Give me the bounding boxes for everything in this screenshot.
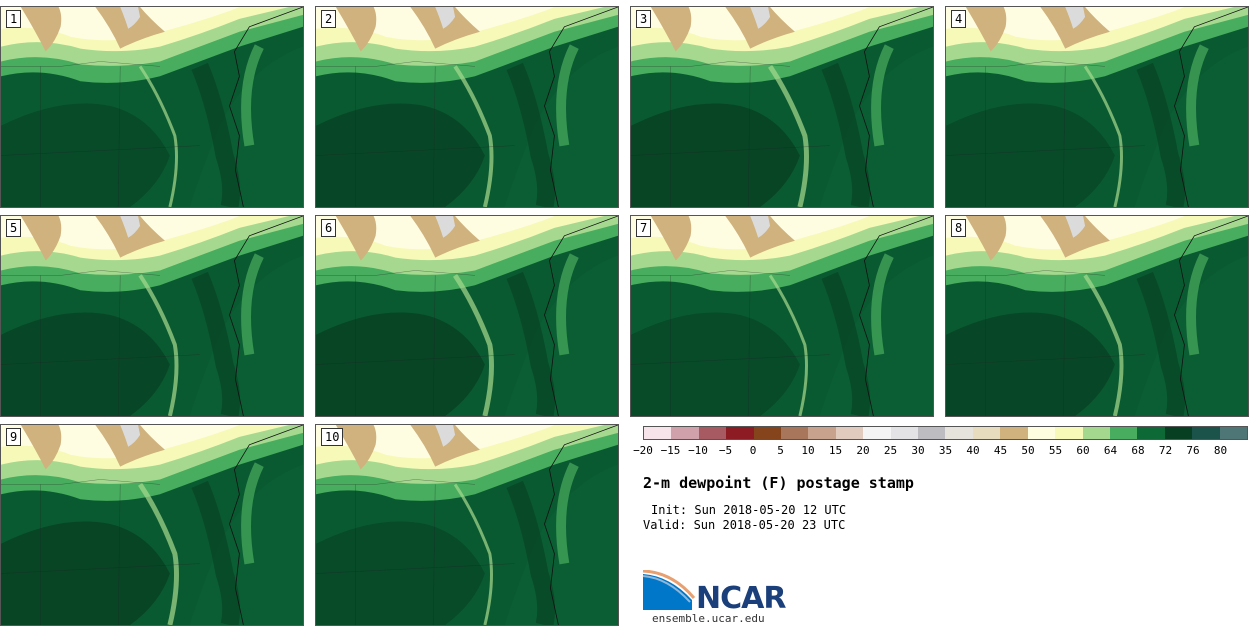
colorbar-swatch bbox=[1082, 427, 1110, 439]
colorbar-swatch bbox=[918, 427, 946, 439]
panel-number: 1 bbox=[6, 10, 22, 28]
colorbar-swatch bbox=[1164, 427, 1193, 439]
map-panel: 1 bbox=[0, 6, 304, 208]
colorbar-tick-label: 45 bbox=[993, 444, 1008, 457]
colorbar-swatch bbox=[1055, 427, 1083, 439]
map-panel: 10 bbox=[315, 424, 619, 626]
colorbar-tick-label: 10 bbox=[801, 444, 815, 457]
ncar-logo-icon bbox=[642, 570, 696, 610]
colorbar-swatch bbox=[1109, 427, 1138, 439]
colorbar-swatch bbox=[644, 427, 672, 439]
colorbar-tick-label: 15 bbox=[828, 444, 843, 457]
map-title: 2-m dewpoint (F) postage stamp bbox=[643, 474, 914, 492]
panel-number: 5 bbox=[6, 219, 22, 237]
colorbar-tick-label: −15 bbox=[660, 444, 681, 457]
colorbar bbox=[643, 426, 1248, 440]
colorbar-ticks: −20 −15 −10 −5 0 5 10 15 20 25 30 35 40 45 50 55 60 64 68 7… bbox=[633, 444, 1248, 458]
colorbar-swatch bbox=[808, 427, 836, 439]
logo-wordmark: NCAR bbox=[696, 581, 786, 616]
colorbar-swatch bbox=[1192, 427, 1220, 439]
colorbar-swatch bbox=[890, 427, 919, 439]
colorbar-tick-label: −5 bbox=[718, 444, 733, 457]
colorbar-tick-label: −20 bbox=[633, 444, 653, 457]
site-url: ensemble.ucar.edu bbox=[652, 612, 765, 625]
panel-number: 10 bbox=[321, 428, 344, 446]
colorbar-tick-label: 76 bbox=[1186, 444, 1200, 457]
panel-number: 3 bbox=[636, 10, 652, 28]
colorbar-swatch bbox=[863, 427, 891, 439]
map-panel: 7 bbox=[630, 215, 934, 417]
colorbar-tick-label: 64 bbox=[1103, 444, 1118, 457]
colorbar-tick-label: 40 bbox=[966, 444, 980, 457]
colorbar-swatch bbox=[698, 427, 727, 439]
valid-time: Valid: Sun 2018-05-20 23 UTC bbox=[643, 518, 846, 532]
colorbar-swatch bbox=[753, 427, 782, 439]
colorbar-swatch bbox=[1000, 427, 1028, 439]
colorbar-swatch bbox=[671, 427, 699, 439]
colorbar-tick-label: 60 bbox=[1076, 444, 1090, 457]
colorbar-swatch bbox=[945, 427, 973, 439]
panel-number: 4 bbox=[951, 10, 967, 28]
colorbar-tick-label: 35 bbox=[938, 444, 953, 457]
colorbar-tick-label: 0 bbox=[749, 444, 757, 457]
colorbar-tick-label: 55 bbox=[1048, 444, 1063, 457]
colorbar-tick-label: 72 bbox=[1158, 444, 1173, 457]
init-time: Init: Sun 2018-05-20 12 UTC bbox=[651, 503, 847, 517]
map-panel: 6 bbox=[315, 215, 619, 417]
panel-number: 7 bbox=[636, 219, 652, 237]
map-panel: 5 bbox=[0, 215, 304, 417]
colorbar-tick-label: 5 bbox=[777, 444, 784, 457]
colorbar-swatch bbox=[1137, 427, 1165, 439]
map-panel: 3 bbox=[630, 6, 934, 208]
colorbar-swatch bbox=[781, 427, 809, 439]
colorbar-tick-label: 30 bbox=[911, 444, 925, 457]
map-panel: 4 bbox=[945, 6, 1249, 208]
colorbar-swatch bbox=[1027, 427, 1056, 439]
colorbar-tick-label: 80 bbox=[1213, 444, 1228, 457]
panel-number: 9 bbox=[6, 428, 22, 446]
colorbar-swatch bbox=[1219, 427, 1247, 439]
map-panel: 2 bbox=[315, 6, 619, 208]
colorbar-swatch bbox=[972, 427, 1001, 439]
colorbar-tick-label: 50 bbox=[1021, 444, 1035, 457]
map-panel: 8 bbox=[945, 215, 1249, 417]
colorbar-tick-label: 25 bbox=[883, 444, 898, 457]
panel-number: 8 bbox=[951, 219, 967, 237]
colorbar-swatch bbox=[726, 427, 754, 439]
colorbar-tick-label: 20 bbox=[856, 444, 870, 457]
colorbar-tick-label: 68 bbox=[1131, 444, 1145, 457]
map-panel: 9 bbox=[0, 424, 304, 626]
panel-number: 2 bbox=[321, 10, 337, 28]
panel-number: 6 bbox=[321, 219, 337, 237]
colorbar-swatch bbox=[835, 427, 864, 439]
colorbar-tick-label: −10 bbox=[688, 444, 708, 457]
